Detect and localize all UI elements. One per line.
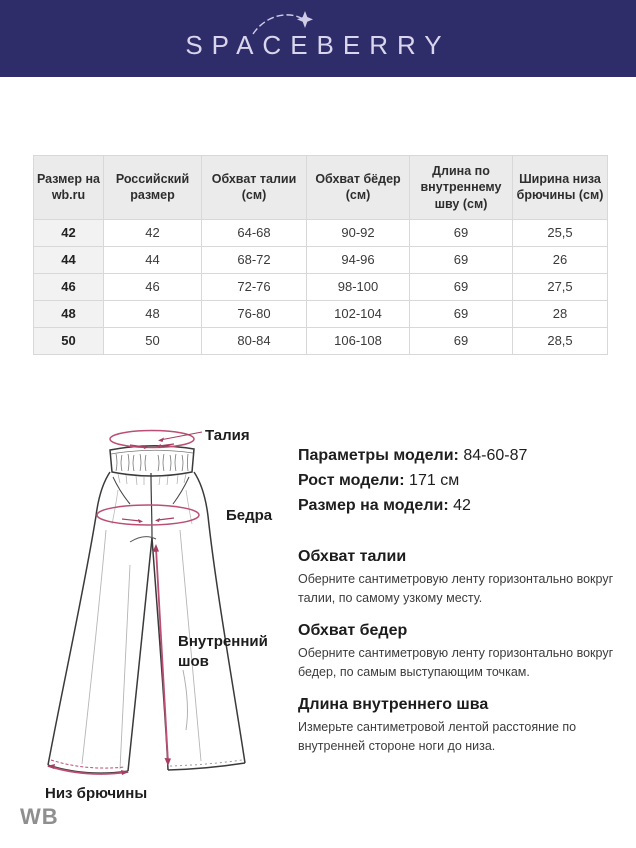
model-info-label: Параметры модели: [298, 447, 459, 464]
model-info-row: Рост модели: 171 см [298, 468, 630, 493]
size-cell: 50 [33, 326, 104, 355]
size-cell: 48 [33, 299, 104, 328]
pants-sketch [47, 429, 246, 775]
table-row: 48 48 76-80 102-104 69 28 [33, 299, 608, 328]
inner-seam-label: Внутренний шов [178, 633, 268, 671]
guide-section-text: Измерьте сантиметровой лентой расстояние… [298, 720, 577, 753]
guide-section-title: Обхват талии [298, 548, 407, 565]
size-table: Размер на wb.ru Российский размер Обхват… [33, 155, 608, 355]
size-cell: 72-76 [201, 272, 307, 301]
hips-label: Бедра [226, 507, 273, 524]
model-info-value: 171 см [409, 472, 460, 489]
column-header: Обхват талии (см) [201, 155, 307, 220]
size-cell: 64-68 [201, 218, 307, 247]
model-info-row: Параметры модели: 84-60-87 [298, 443, 630, 468]
size-cell: 98-100 [306, 272, 410, 301]
size-cell: 68-72 [201, 245, 307, 274]
size-cell: 80-84 [201, 326, 307, 355]
size-cell: 42 [33, 218, 104, 247]
size-cell: 69 [409, 272, 513, 301]
size-cell: 69 [409, 326, 513, 355]
guide-section: Длина внутреннего шва Измерьте сантиметр… [298, 696, 630, 756]
guide-section-title: Обхват бедер [298, 622, 408, 639]
pants-diagram: Талия Бедра Внутренний шов Низ брючины [18, 420, 303, 812]
hem-label: Низ брючины [45, 785, 148, 802]
model-info-row: Размер на модели: 42 [298, 493, 630, 518]
size-cell: 94-96 [306, 245, 410, 274]
size-cell: 69 [409, 218, 513, 247]
table-row: 42 42 64-68 90-92 69 25,5 [33, 218, 608, 247]
size-cell: 42 [103, 218, 202, 247]
column-header: Обхват бёдер (см) [306, 155, 410, 220]
column-header: Длина по внутреннему шву (см) [409, 155, 513, 220]
size-cell: 69 [409, 245, 513, 274]
size-cell: 50 [103, 326, 202, 355]
model-info: Параметры модели: 84-60-87 Рост модели: … [298, 443, 630, 518]
wb-watermark: WB [20, 804, 59, 829]
model-info-value: 42 [453, 497, 471, 514]
guide-section-title: Длина внутреннего шва [298, 696, 489, 713]
table-row: 50 50 80-84 106-108 69 28,5 [33, 326, 608, 355]
size-cell: 25,5 [512, 218, 608, 247]
size-cell: 90-92 [306, 218, 410, 247]
guide-section-text: Оберните сантиметровую ленту горизонталь… [298, 572, 614, 605]
brand-logo-text: SPACEBERRY [185, 30, 451, 60]
table-row: 46 46 72-76 98-100 69 27,5 [33, 272, 608, 301]
size-cell: 28 [512, 299, 608, 328]
guide-section: Обхват талии Оберните сантиметровую лент… [298, 548, 630, 608]
guide-section: Обхват бедер Оберните сантиметровую лент… [298, 622, 630, 682]
size-cell: 46 [103, 272, 202, 301]
size-cell: 44 [33, 245, 104, 274]
waist-label: Талия [205, 427, 250, 444]
guide-section-text: Оберните сантиметровую ленту горизонталь… [298, 646, 614, 679]
model-info-value: 84-60-87 [463, 447, 528, 464]
size-cell: 106-108 [306, 326, 410, 355]
model-info-label: Рост модели: [298, 472, 405, 489]
size-cell: 26 [512, 245, 608, 274]
column-header: Российский размер [103, 155, 202, 220]
size-cell: 76-80 [201, 299, 307, 328]
size-cell: 44 [103, 245, 202, 274]
table-row: 44 44 68-72 94-96 69 26 [33, 245, 608, 274]
size-cell: 27,5 [512, 272, 608, 301]
column-header: Ширина низа брючины (см) [512, 155, 608, 220]
size-cell: 46 [33, 272, 104, 301]
shooting-star-icon [252, 11, 314, 35]
size-cell: 48 [103, 299, 202, 328]
table-header-row: Размер на wb.ru Российский размер Обхват… [33, 155, 608, 220]
brand-logo: SPACEBERRY [185, 11, 451, 61]
size-cell: 28,5 [512, 326, 608, 355]
column-header: Размер на wb.ru [33, 155, 104, 220]
size-cell: 102-104 [306, 299, 410, 328]
model-info-and-guide: Параметры модели: 84-60-87 Рост модели: … [298, 443, 630, 770]
brand-header: SPACEBERRY [0, 0, 636, 77]
size-cell: 69 [409, 299, 513, 328]
model-info-label: Размер на модели: [298, 497, 449, 514]
